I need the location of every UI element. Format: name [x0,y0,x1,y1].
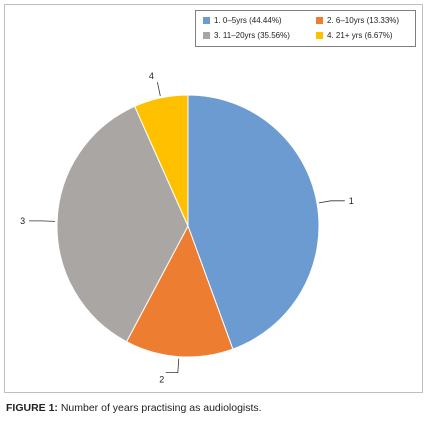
legend-item-4: 4. 21+ yrs (6.67%) [316,31,393,40]
leader-line-3 [29,220,56,222]
slice-label-1: 1 [349,196,354,206]
legend-label-1: 1. 0–5yrs (44.44%) [214,16,282,25]
legend-swatch-3 [203,32,210,39]
slice-label-2: 2 [159,375,164,385]
slice-label-3: 3 [20,216,25,226]
legend-label-3: 3. 11–20yrs (35.56%) [214,31,290,40]
legend-swatch-1 [203,17,210,24]
caption-prefix: FIGURE 1: [6,402,58,414]
chart-legend: 1. 0–5yrs (44.44%) 2. 6–10yrs (13.33%) 3… [195,10,416,47]
leader-line-2 [165,358,180,374]
leader-line-1 [318,200,345,204]
pie-slice-1 [187,94,320,350]
legend-item-1: 1. 0–5yrs (44.44%) [203,16,282,25]
caption-text: Number of years practising as audiologis… [57,402,262,414]
legend-item-2: 2. 6–10yrs (13.33%) [316,16,399,25]
legend-swatch-2 [316,17,323,24]
legend-swatch-4 [316,32,323,39]
pie-slice-3 [56,105,189,343]
pie-slice-4 [134,94,189,227]
slice-label-4: 4 [149,71,154,81]
legend-label-2: 2. 6–10yrs (13.33%) [327,16,400,25]
legend-item-3: 3. 11–20yrs (35.56%) [203,31,290,40]
legend-label-4: 4. 21+ yrs (6.67%) [327,31,393,40]
pie-slice-2 [125,224,234,358]
figure-caption: FIGURE 1: Number of years practising as … [6,402,262,414]
leader-line-4 [157,82,161,96]
